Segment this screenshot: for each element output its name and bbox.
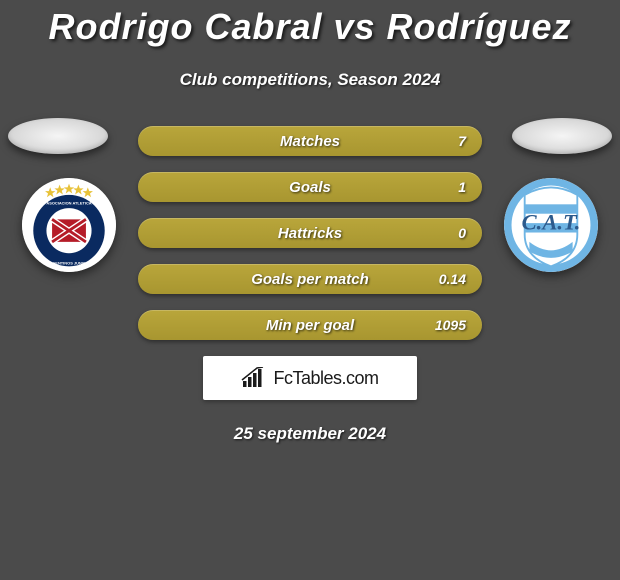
comparison-panel: ASOCIACION ATLETICA ARGENTINOS JUNIORS C… bbox=[0, 126, 620, 444]
stat-label: Matches bbox=[280, 133, 340, 150]
brand-text: FcTables.com bbox=[273, 368, 378, 389]
svg-text:ASOCIACION ATLETICA: ASOCIACION ATLETICA bbox=[46, 200, 91, 205]
club-badge-left: ASOCIACION ATLETICA ARGENTINOS JUNIORS bbox=[22, 178, 116, 272]
stat-value-right: 1095 bbox=[434, 317, 466, 333]
stat-row-goals: Goals 1 bbox=[138, 172, 482, 202]
stat-label: Goals bbox=[289, 179, 331, 196]
brand-box[interactable]: FcTables.com bbox=[203, 356, 417, 400]
stat-row-gpm: Goals per match 0.14 bbox=[138, 264, 482, 294]
bar-chart-icon bbox=[241, 367, 267, 389]
stat-value-right: 0 bbox=[434, 225, 466, 241]
player-avatar-right bbox=[512, 118, 612, 154]
stat-label: Hattricks bbox=[278, 225, 342, 242]
page-title: Rodrigo Cabral vs Rodríguez bbox=[0, 0, 620, 48]
subtitle: Club competitions, Season 2024 bbox=[0, 70, 620, 90]
stat-row-mpg: Min per goal 1095 bbox=[138, 310, 482, 340]
stat-label: Goals per match bbox=[251, 271, 369, 288]
stat-value-right: 0.14 bbox=[434, 271, 466, 287]
svg-text:C.A.T.: C.A.T. bbox=[522, 210, 581, 235]
svg-text:ARGENTINOS JUNIORS: ARGENTINOS JUNIORS bbox=[47, 260, 92, 265]
club-badge-right: C.A.T. bbox=[504, 178, 598, 272]
date-text: 25 september 2024 bbox=[0, 424, 620, 444]
stat-bars: Matches 7 Goals 1 Hattricks 0 Goals per … bbox=[138, 126, 482, 340]
stat-value-right: 7 bbox=[434, 133, 466, 149]
stat-row-hattricks: Hattricks 0 bbox=[138, 218, 482, 248]
player-avatar-left bbox=[8, 118, 108, 154]
stat-value-right: 1 bbox=[434, 179, 466, 195]
stat-row-matches: Matches 7 bbox=[138, 126, 482, 156]
stat-label: Min per goal bbox=[266, 317, 354, 334]
